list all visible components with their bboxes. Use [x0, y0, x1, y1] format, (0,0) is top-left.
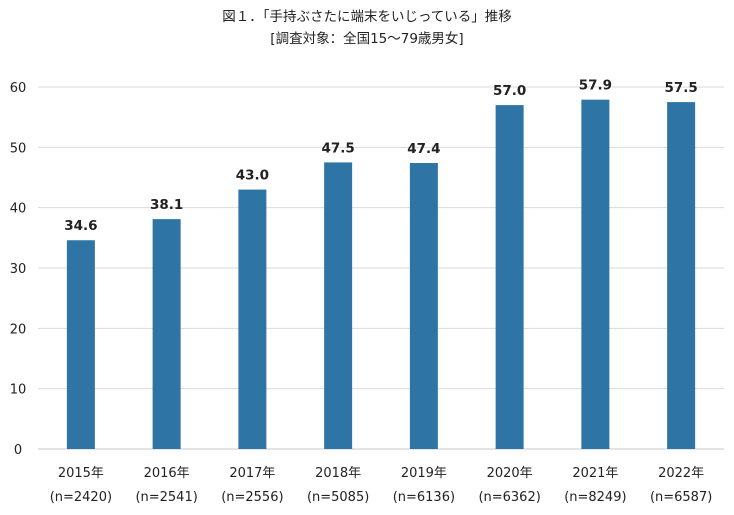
chart-title: 図１．「手持ぶさたに端末をいじっている」推移 [222, 9, 512, 25]
y-tick-label: 10 [10, 383, 27, 398]
x-sample-size-label: (n=2556) [221, 490, 283, 505]
x-category-label: 2020年 [487, 466, 533, 481]
bar [409, 163, 438, 449]
y-tick-label: 0 [14, 443, 22, 458]
x-category-label: 2021年 [572, 466, 618, 481]
x-sample-size-label: (n=8249) [564, 490, 626, 505]
x-category-label: 2022年 [658, 466, 704, 481]
data-label: 57.9 [579, 78, 612, 94]
data-label: 57.0 [493, 83, 526, 99]
y-tick-label: 60 [10, 81, 27, 96]
data-label: 47.4 [407, 141, 440, 157]
y-tick-label: 30 [10, 262, 27, 277]
data-label: 57.5 [664, 80, 697, 96]
data-label: 34.6 [64, 218, 97, 234]
x-category-label: 2016年 [144, 466, 190, 481]
x-category-label: 2019年 [401, 466, 447, 481]
data-label: 38.1 [150, 197, 183, 213]
bar [324, 162, 353, 449]
bar [152, 219, 181, 449]
bar [667, 102, 696, 449]
x-category-label: 2018年 [315, 466, 361, 481]
x-sample-size-label: (n=2541) [135, 490, 197, 505]
x-sample-size-label: (n=6587) [650, 490, 712, 505]
bar [238, 189, 267, 450]
x-sample-size-label: (n=6362) [478, 490, 540, 505]
x-category-label: 2015年 [58, 466, 104, 481]
data-label: 47.5 [321, 140, 354, 156]
bar [495, 105, 524, 449]
chart-subtitle: [調査対象：全国15～79歳男女] [270, 30, 463, 47]
data-label: 43.0 [236, 168, 269, 184]
y-tick-label: 50 [10, 141, 27, 156]
bar [581, 99, 610, 450]
x-sample-size-label: (n=5085) [307, 490, 369, 505]
x-category-label: 2017年 [229, 466, 275, 481]
y-tick-label: 20 [10, 322, 27, 337]
bar [66, 240, 95, 449]
x-sample-size-label: (n=6136) [393, 490, 455, 505]
x-sample-size-label: (n=2420) [50, 490, 112, 505]
y-tick-label: 40 [10, 202, 27, 217]
